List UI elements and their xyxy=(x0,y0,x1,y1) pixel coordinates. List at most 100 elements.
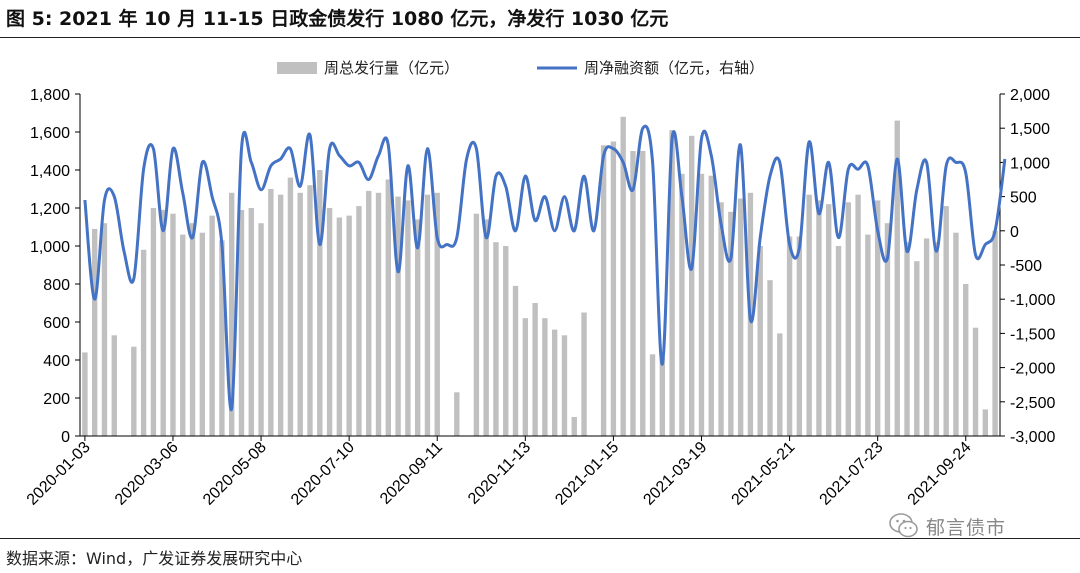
bar-issuance xyxy=(229,192,235,436)
footer-divider xyxy=(0,538,1080,539)
right-axis-tick-label: -3,000 xyxy=(1010,429,1055,446)
bar-issuance xyxy=(268,189,274,436)
bar-issuance xyxy=(620,116,626,437)
bar-issuance xyxy=(806,194,812,436)
chart-legend: 周总发行量（亿元） 周净融资额（亿元，右轴） xyxy=(277,59,764,77)
bar-issuance xyxy=(630,151,636,436)
watermark: 郁言债市 xyxy=(888,508,1006,544)
right-axis-tick-label: 1,500 xyxy=(1010,121,1050,138)
left-axis-tick-label: 1,200 xyxy=(30,201,70,218)
bar-issuance xyxy=(982,409,989,436)
bar-issuance xyxy=(414,219,421,436)
title-divider xyxy=(0,37,1080,38)
chart-title: 图 5: 2021 年 10 月 11-15 日政金债发行 1080 亿元，净发… xyxy=(6,8,669,30)
bar-issuance xyxy=(209,215,215,436)
bar-issuance xyxy=(189,223,196,436)
x-axis-tick-label: 2020-07-10 xyxy=(288,439,358,509)
bar-issuance xyxy=(258,223,264,436)
bar-issuance xyxy=(375,192,382,436)
x-axis-tick-label: 2021-03-19 xyxy=(640,439,710,509)
bar-issuance xyxy=(493,242,499,436)
bar-issuance xyxy=(131,346,137,436)
bar-issuance xyxy=(91,228,98,436)
x-axis-tick-label: 2020-11-13 xyxy=(465,439,534,508)
bar-issuance xyxy=(708,175,714,436)
bar-issuance xyxy=(757,246,763,436)
bar-issuance xyxy=(219,240,225,436)
bar-issuance xyxy=(503,246,509,436)
bar-issuance xyxy=(277,194,284,436)
bar-issuance xyxy=(366,190,372,436)
bar-issuance xyxy=(992,230,998,436)
bar-issuance xyxy=(522,318,529,436)
bar-issuance xyxy=(640,151,646,436)
legend-label-net-financing: 周净融资额（亿元，右轴） xyxy=(584,59,764,77)
bar-issuance xyxy=(101,223,108,436)
bar-issuance xyxy=(317,170,323,436)
bar-issuance xyxy=(512,285,519,436)
bar-issuance xyxy=(150,208,157,436)
bar-issuance xyxy=(532,303,538,436)
right-axis-tick-label: 1,000 xyxy=(1010,155,1050,172)
right-axis-tick-label: -500 xyxy=(1010,258,1042,275)
bar-issuance xyxy=(326,208,333,436)
right-axis-tick-label: -2,500 xyxy=(1010,395,1055,412)
bar-issuance xyxy=(307,185,313,436)
right-axis-tick-label: -1,500 xyxy=(1010,326,1055,343)
bar-issuance xyxy=(111,335,117,436)
bar-issuance xyxy=(385,179,391,436)
left-axis-tick-label: 200 xyxy=(43,391,70,408)
chart-canvas: 周总发行量（亿元） 周净融资额（亿元，右轴） 0 200 400 600 800 1,00… xyxy=(24,59,1056,509)
x-axis-tick-label: 2020-03-06 xyxy=(112,439,182,509)
bar-issuance xyxy=(140,249,147,436)
bar-issuance xyxy=(669,130,675,436)
wechat-icon xyxy=(889,513,918,538)
left-axis-tick-label: 0 xyxy=(61,429,70,446)
right-axis-tick-label: -1,000 xyxy=(1010,292,1055,309)
bar-issuance xyxy=(454,392,460,436)
bar-issuance xyxy=(199,232,206,436)
bar-issuance xyxy=(170,213,176,436)
right-axis-tick-label: -2,000 xyxy=(1010,361,1055,378)
source-note: 数据来源：Wind，广发证券发展研究中心 xyxy=(6,549,303,568)
bar-issuance xyxy=(826,204,832,436)
axis-tick-labels: 0 200 400 600 800 1,000 1,200 1,400 1,600 1,800 -3… xyxy=(24,87,1056,509)
left-axis-tick-label: 1,400 xyxy=(30,163,70,180)
bar-issuance xyxy=(943,206,949,436)
x-axis-tick-label: 2021-09-24 xyxy=(905,439,975,509)
line-net-financing-path xyxy=(83,124,1007,412)
x-axis-tick-label: 2020-09-11 xyxy=(377,439,446,508)
bar-issuance xyxy=(346,215,352,436)
bar-issuance xyxy=(796,236,803,436)
x-axis-tick-label: 2021-05-21 xyxy=(729,439,799,509)
bar-issuance xyxy=(816,200,822,436)
bar-issuance xyxy=(238,209,245,436)
bar-issuance xyxy=(610,141,617,436)
left-axis-tick-label: 1,800 xyxy=(30,87,70,104)
bar-issuance xyxy=(698,173,705,437)
bar-issuance xyxy=(914,261,920,436)
bar-issuance xyxy=(405,200,411,436)
left-axis-tick-label: 1,600 xyxy=(30,125,70,142)
bar-issuance xyxy=(894,120,900,436)
bar-issuance xyxy=(923,238,930,436)
x-axis-tick-label: 2020-01-03 xyxy=(24,439,94,509)
line-series-net-financing xyxy=(83,124,1007,412)
bar-issuance xyxy=(287,177,294,436)
bar-issuance xyxy=(953,232,959,436)
bar-issuance xyxy=(424,194,431,436)
left-axis-tick-label: 1,000 xyxy=(30,239,70,256)
left-axis-tick-label: 800 xyxy=(43,277,70,294)
bar-issuance xyxy=(728,211,734,436)
bar-issuance xyxy=(160,209,166,436)
bar-issuance xyxy=(473,213,480,436)
right-axis-tick-label: 0 xyxy=(1010,224,1019,241)
bar-issuance xyxy=(297,192,303,436)
bar-issuance xyxy=(600,145,607,437)
bar-issuance xyxy=(786,236,793,436)
x-axis-tick-label: 2021-01-15 xyxy=(552,439,622,509)
bar-issuance xyxy=(855,194,861,436)
bar-issuance xyxy=(336,217,343,436)
bar-issuance xyxy=(571,417,577,436)
x-axis-tick-label: 2020-05-08 xyxy=(200,439,270,509)
